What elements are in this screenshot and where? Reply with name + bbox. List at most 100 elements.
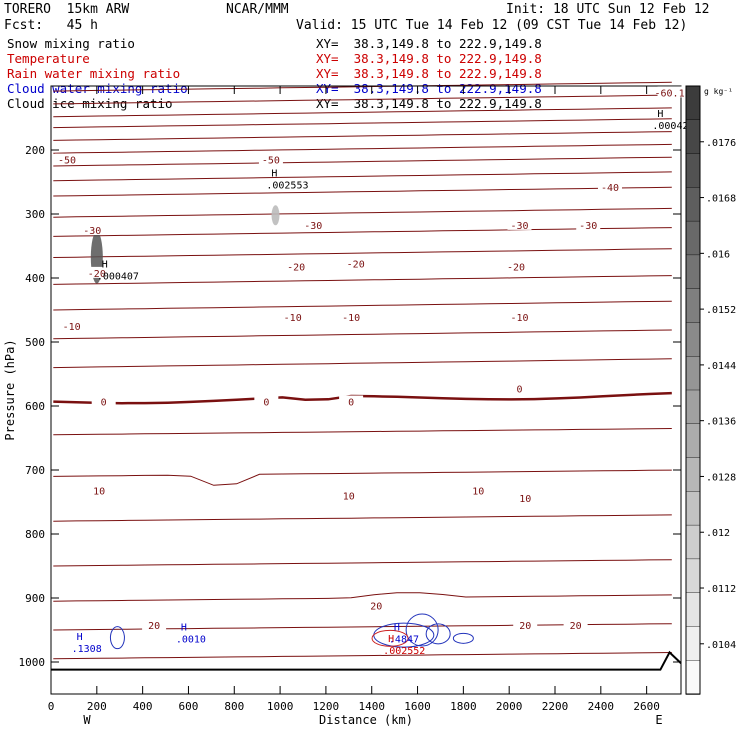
isotherm-line <box>53 207 672 218</box>
colorbar-label-6: .0128 <box>706 472 736 483</box>
isotherm-line <box>53 514 672 522</box>
colorbar-cell <box>685 187 701 222</box>
colorbar-cell <box>685 220 701 256</box>
y-tick-label-1000: 1000 <box>19 656 46 669</box>
cloud-water-contour <box>405 613 439 647</box>
contour-label-bg <box>343 257 368 269</box>
field-xy-snow: XY= 38.3,149.8 to 222.9,149.8 <box>316 36 542 51</box>
temperature-label: 10 <box>93 486 105 497</box>
contour-label-bg <box>301 218 326 230</box>
y-tick-label-900: 900 <box>25 592 45 605</box>
extremum-value: .002552 <box>383 646 425 657</box>
isotherm-line <box>53 300 672 311</box>
isotherm-line <box>53 652 672 660</box>
colorbar-label-1: .0168 <box>706 194 736 205</box>
isotherm-line <box>53 118 672 129</box>
temperature-label: 20 <box>370 602 382 613</box>
contour-label-bg <box>364 599 389 611</box>
temperature-label: 0 <box>516 385 522 396</box>
isotherm-line <box>53 469 672 486</box>
temperature-label: 0 <box>101 398 107 409</box>
contour-label-bg <box>513 492 538 504</box>
x-tick-label-1000: 1000 <box>267 700 294 713</box>
contour-label-bg <box>59 320 84 331</box>
contour-label-bg <box>507 218 532 230</box>
temperature-label: -10 <box>63 322 81 333</box>
init-time: Init: 18 UTC Sun 12 Feb 12 <box>506 2 710 17</box>
contour-label-bg <box>142 618 167 630</box>
extremum-value: .0010 <box>176 634 206 645</box>
east-label: E <box>655 713 662 727</box>
colorbar-unit: g kg⁻¹ <box>704 87 733 96</box>
colorbar-cell <box>685 322 701 357</box>
colorbar-cell <box>685 85 701 121</box>
x-tick-label-2600: 2600 <box>633 700 660 713</box>
x-tick-label-1200: 1200 <box>313 700 340 713</box>
contour-label-bg <box>507 382 532 394</box>
extremum-mark: H <box>388 634 394 645</box>
colorbar-cell <box>685 119 701 155</box>
rain-water-contour <box>371 629 409 647</box>
colorbar-label-5: .0136 <box>706 417 736 428</box>
colorbar-cell <box>685 524 701 560</box>
x-tick-label-200: 200 <box>87 700 107 713</box>
temperature-contours <box>53 81 672 660</box>
isotherm-line <box>53 329 672 340</box>
contour-label-bg <box>657 86 682 98</box>
isotherm-line <box>53 358 672 369</box>
extremum-mark: H <box>271 169 277 180</box>
contour-label-bg <box>87 484 112 496</box>
contour-label-bg <box>507 311 532 323</box>
isotherm-line <box>53 143 672 154</box>
field-name-rain: Rain water mixing ratio <box>7 66 181 81</box>
y-tick-label-700: 700 <box>25 464 45 477</box>
y-tick-label-200: 200 <box>25 144 45 157</box>
isotherm-line <box>53 248 672 258</box>
colorbar-cell <box>685 558 701 594</box>
contour-label-bg <box>339 395 364 407</box>
isotherm-line <box>53 186 672 197</box>
field-name-temperature: Temperature <box>7 51 90 66</box>
colorbar-cell <box>685 626 701 661</box>
contour-label-bg <box>597 181 622 193</box>
x-tick-label-800: 800 <box>224 700 244 713</box>
contour-label-bg <box>91 395 116 407</box>
contour-label-bg <box>563 618 588 630</box>
temperature-label: -20 <box>347 259 365 270</box>
isotherm-line <box>53 559 672 567</box>
temperature-label: -30 <box>304 221 322 232</box>
model-name: TORERO 15km ARW <box>4 2 130 17</box>
isotherm-line <box>53 275 672 285</box>
temperature-label: 20 <box>148 621 160 632</box>
center-name: NCAR/MMM <box>226 2 289 17</box>
colorbar-label-4: .0144 <box>706 361 736 372</box>
temperature-label: -30 <box>510 221 528 232</box>
temperature-label: -20 <box>507 262 525 273</box>
extremum-value: .1308 <box>72 644 102 655</box>
extremum-mark: H <box>657 109 663 120</box>
colorbar-cell <box>685 592 701 628</box>
temperature-label: -20 <box>88 269 106 280</box>
isotherm-line <box>53 227 672 237</box>
colorbar-cell <box>685 389 701 425</box>
west-label: W <box>83 713 91 727</box>
x-tick-label-0: 0 <box>48 700 55 713</box>
temperature-label: 10 <box>472 486 484 497</box>
y-tick-label-400: 400 <box>25 272 45 285</box>
contour-label-bg <box>466 484 491 496</box>
field-xy-temperature: XY= 38.3,149.8 to 222.9,149.8 <box>316 51 542 66</box>
contour-label-bg <box>576 218 601 230</box>
isotherm-line <box>53 156 672 167</box>
colorbar-cell <box>685 423 701 459</box>
contour-label-bg <box>339 311 364 323</box>
y-tick-label-300: 300 <box>25 208 45 221</box>
temperature-label: 0 <box>348 398 354 409</box>
extremum-mark: H <box>181 622 187 633</box>
isotherm-line <box>53 131 672 141</box>
colorbar-cell <box>685 457 701 493</box>
y-axis-title: Pressure (hPa) <box>3 339 17 440</box>
colorbar-label-7: .012 <box>706 528 730 539</box>
temperature-label: 0 <box>263 398 269 409</box>
contour-label-bg <box>254 395 279 407</box>
